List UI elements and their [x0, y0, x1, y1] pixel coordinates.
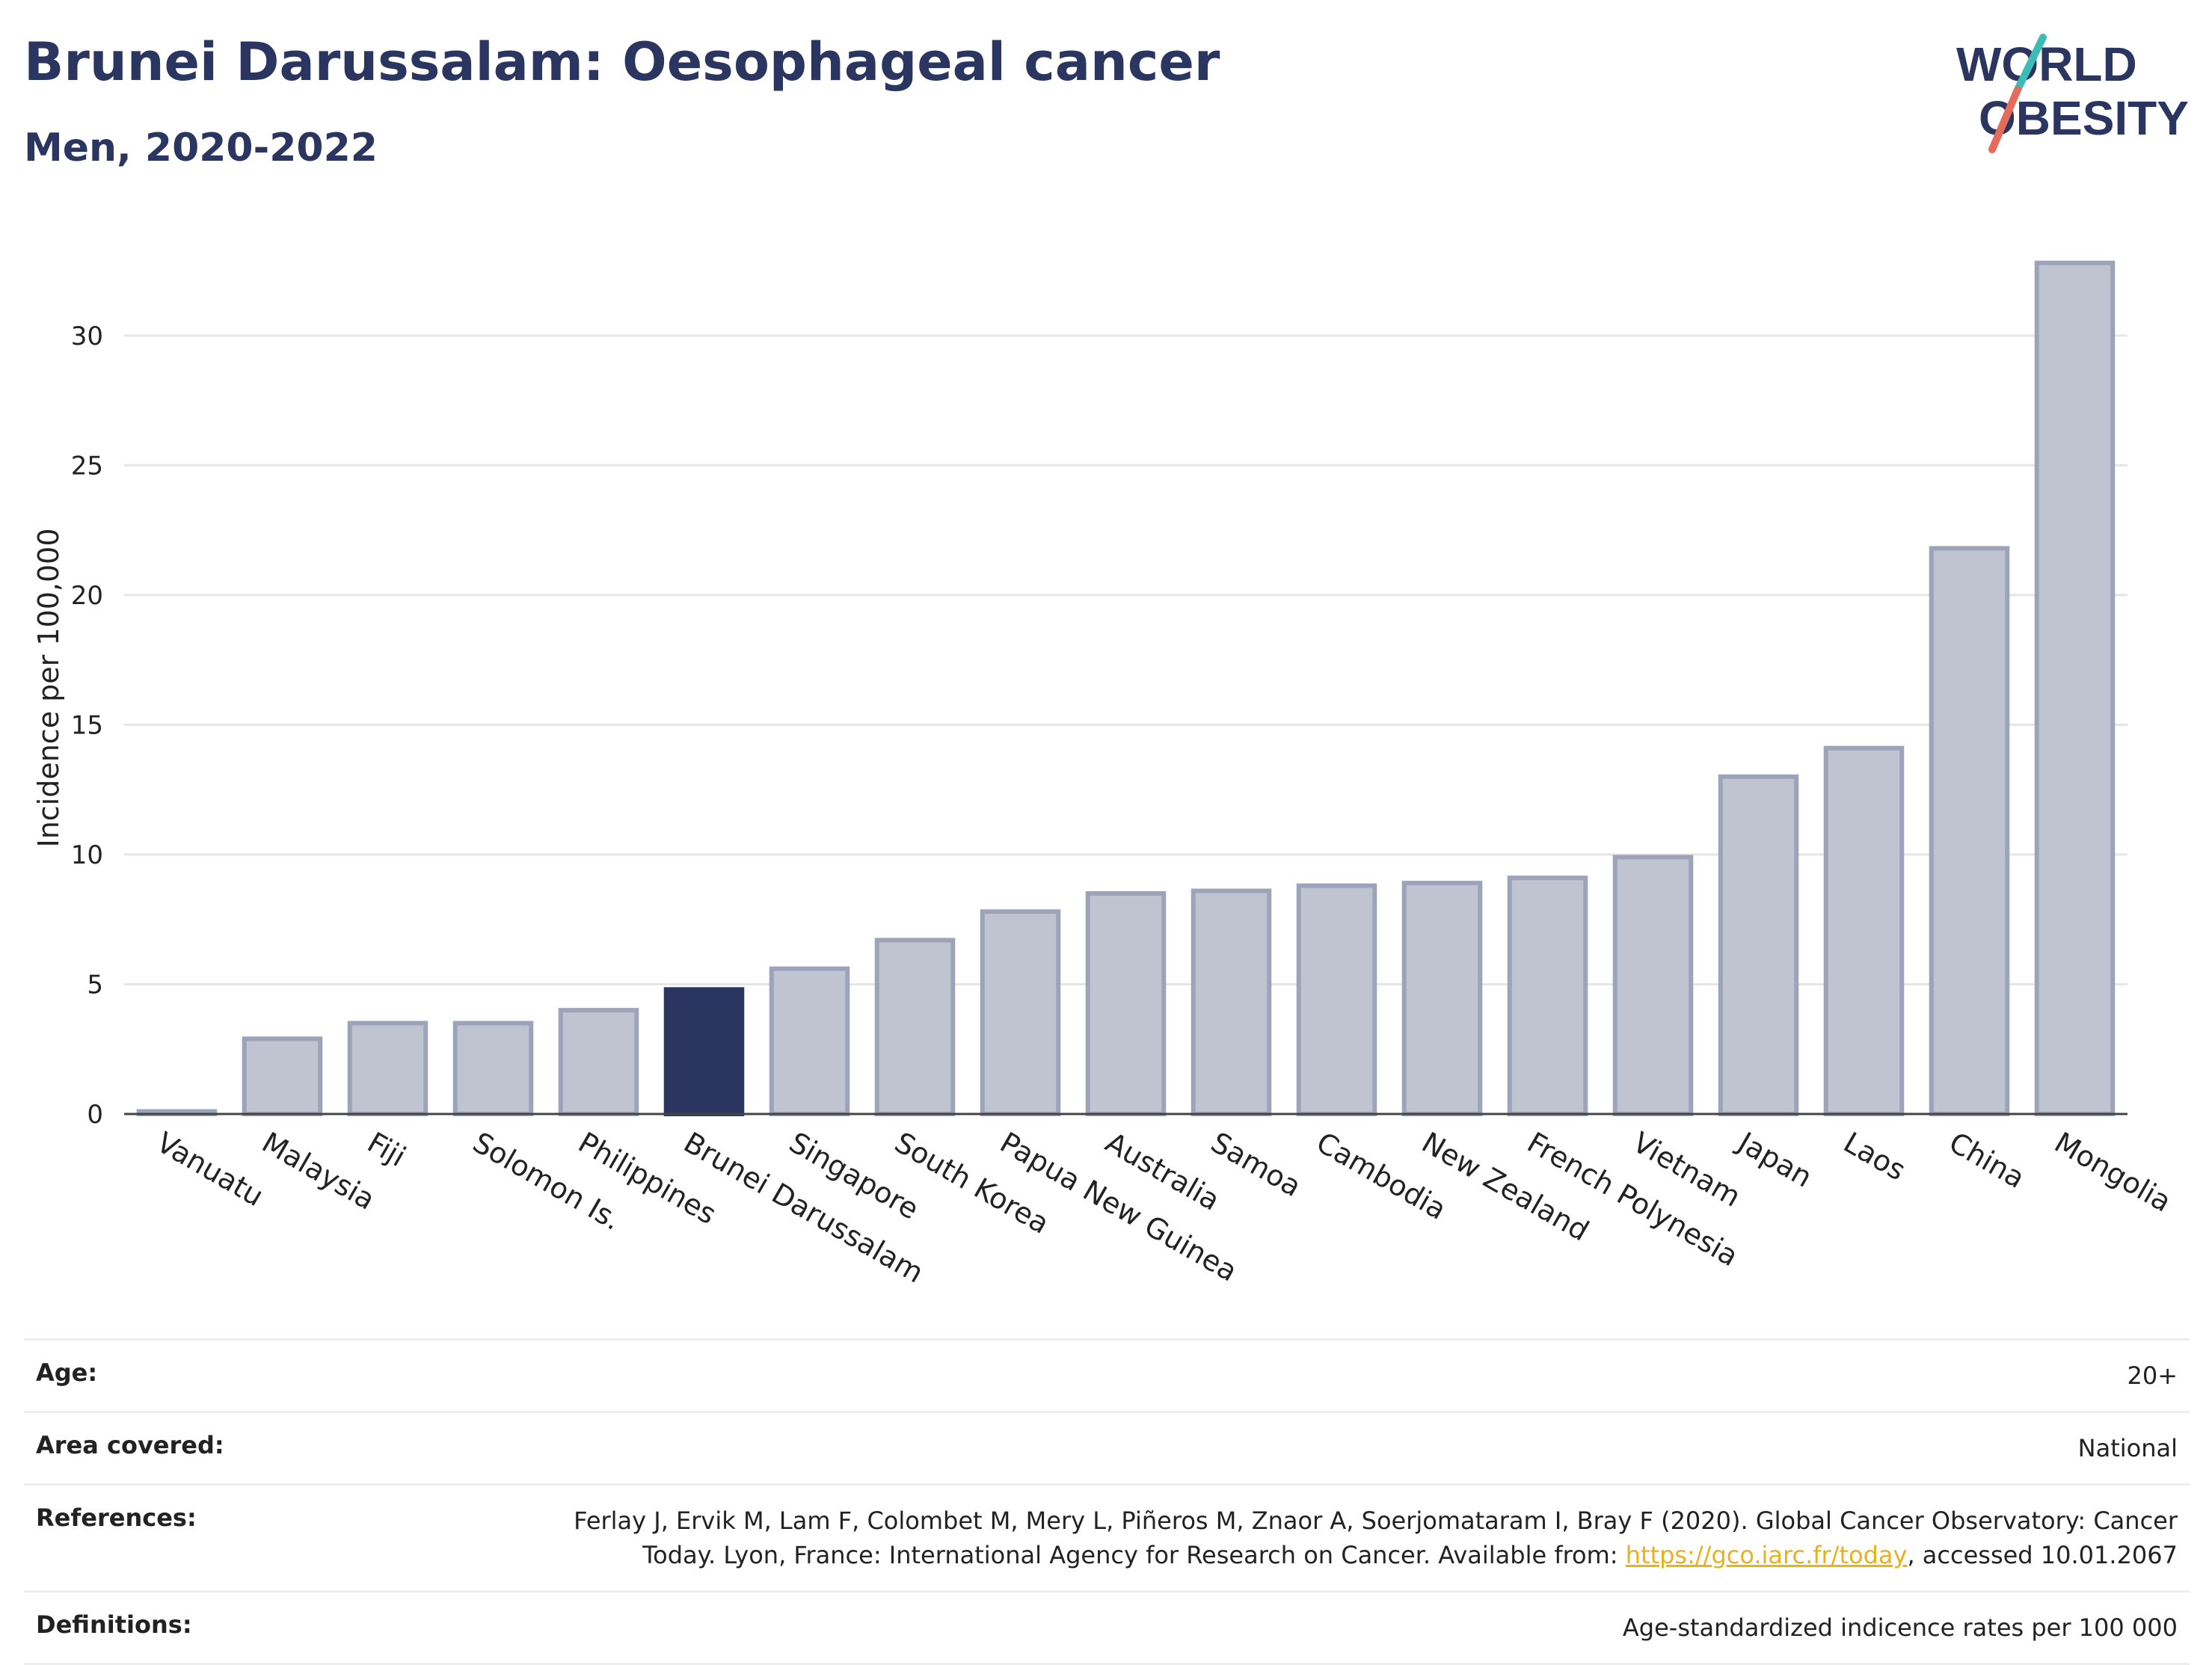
detail-value-references: Ferlay J, Ervik M, Lam F, Colombet M, Me… [570, 1504, 2178, 1572]
bar [347, 1021, 428, 1117]
detail-row-area: Area covered: National [24, 1411, 2190, 1483]
bar [1823, 745, 1905, 1116]
y-tick-label: 5 [87, 970, 103, 1000]
y-tick-label: 20 [71, 581, 103, 611]
detail-value-area: National [2077, 1434, 2178, 1462]
reference-link[interactable]: https://gco.iarc.fr/today [1625, 1541, 1908, 1569]
y-tick-label: 0 [87, 1100, 103, 1130]
bar [1191, 888, 1272, 1116]
x-tick-label: Laos [1838, 1126, 1911, 1187]
bar [874, 938, 956, 1116]
reference-text: Ferlay J, Ervik M, Lam F, Colombet M, Me… [574, 1506, 2178, 1569]
detail-row-references: References: Ferlay J, Ervik M, Lam F, Co… [24, 1483, 2190, 1590]
chart-subtitle: Men, 2020-2022 [24, 126, 378, 170]
bar [1718, 774, 1799, 1117]
x-tick-label: China [1944, 1126, 2030, 1195]
detail-row-definitions: Definitions: Age-standardized indicence … [24, 1590, 2190, 1665]
y-tick-label: 10 [71, 840, 103, 870]
bar [980, 909, 1061, 1116]
bar [1296, 883, 1377, 1117]
detail-label-references: References: [36, 1504, 197, 1532]
bar [558, 1008, 639, 1117]
chart-title: Brunei Darussalam: Oesophageal cancer [24, 31, 1220, 93]
x-tick-label: Mongolia [2049, 1126, 2177, 1219]
bar-chart: 0 5 10 15 20 25 30 Incidence per 100,000 Vanuatu… [32, 260, 2177, 1290]
bar [1929, 546, 2010, 1117]
bar [1085, 891, 1167, 1116]
detail-value-definitions: Age-standardized indicence rates per 100… [1622, 1613, 2178, 1642]
detail-label-area: Area covered: [36, 1431, 224, 1459]
bar [1507, 875, 1588, 1116]
details-table: Age: 20+ Area covered: National Referenc… [24, 1338, 2190, 1665]
bar [1401, 881, 1483, 1117]
bar [452, 1021, 534, 1117]
logo-slash-red-icon [1988, 86, 2021, 153]
x-tick-label: Vanuatu [151, 1126, 269, 1213]
detail-row-age: Age: 20+ [24, 1338, 2190, 1411]
x-tick-label: Fiji [362, 1126, 411, 1173]
x-tick-label: Malaysia [256, 1126, 381, 1216]
reference-accessed: , accessed 10.01.2067 [1907, 1541, 2178, 1569]
bar [242, 1036, 323, 1116]
detail-label-age: Age: [36, 1358, 98, 1387]
y-tick-label: 15 [71, 710, 103, 740]
world-obesity-logo: WORLD OBESITY [1956, 34, 2189, 153]
logo-text-line1: WORLD [1956, 37, 2137, 91]
logo-slash-teal-icon [2014, 34, 2047, 93]
detail-label-definitions: Definitions: [36, 1610, 192, 1639]
bar [2034, 260, 2116, 1116]
bar [663, 987, 745, 1116]
y-tick-label: 25 [71, 451, 103, 481]
bar [1612, 855, 1694, 1116]
detail-value-age: 20+ [2127, 1361, 2178, 1390]
y-tick-label: 30 [71, 321, 103, 351]
y-axis-label: Incidence per 100,000 [32, 528, 65, 847]
bar [769, 966, 850, 1116]
